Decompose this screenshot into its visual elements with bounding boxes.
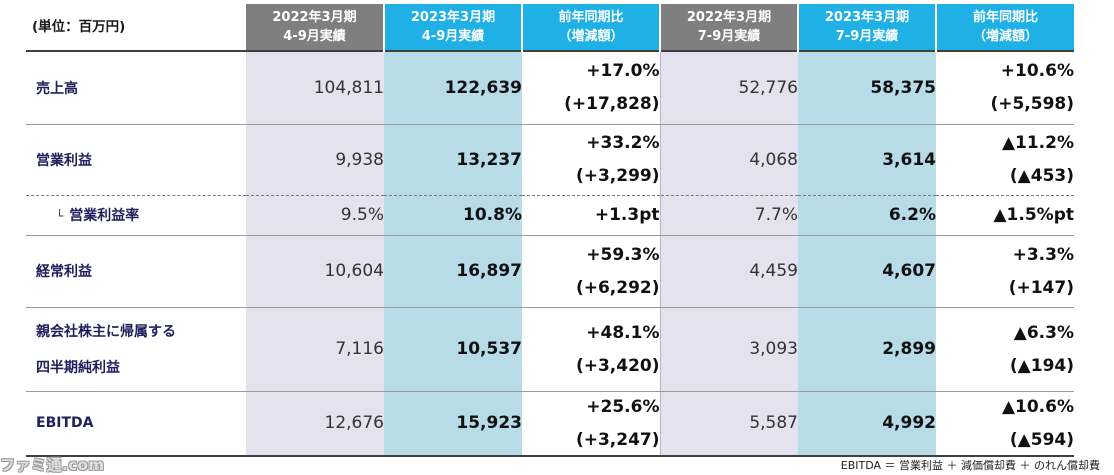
q-yoy-cell: +10.6% (+5,598)	[936, 50, 1074, 125]
h1-yoy-pct: +48.1%	[586, 322, 660, 343]
ebitda-footnote: EBITDA ＝ 営業利益 ＋ 減価償却費 ＋ のれん償却費	[840, 459, 1100, 472]
h1-yoy-pct: +1.3pt	[522, 195, 660, 236]
h1-yoy-cell: +25.6% (+3,247)	[522, 391, 660, 457]
h1-yoy-diff: (+3,247)	[575, 429, 660, 450]
h1-yoy-cell: +59.3% (+6,292)	[522, 235, 660, 308]
column-header-h1-prev: 2022年3月期 4-9月実績	[246, 4, 384, 51]
q-yoy-diff: (+147)	[1008, 277, 1074, 298]
q-prev-value: 52,776	[659, 50, 798, 125]
q-curr-value: 3,614	[798, 124, 936, 196]
q-yoy-cell: +3.3% (+147)	[936, 235, 1074, 308]
row-label-line2: 四半期純利益	[36, 360, 120, 376]
q-yoy-pct: ▲1.5%pt	[936, 195, 1074, 236]
row-label: EBITDA	[26, 391, 246, 457]
q-yoy-pct: ▲11.2%	[1001, 133, 1074, 153]
column-header-q-curr: 2023年3月期 7-9月実績	[797, 4, 936, 51]
column-header-h1-curr: 2023年3月期 4-9月実績	[383, 4, 522, 51]
h1-yoy-diff: (+3,299)	[575, 166, 660, 186]
h1-prev-value: 7,116	[246, 307, 384, 392]
h1-curr-value: 10,537	[384, 307, 522, 392]
q-curr-value: 4,607	[798, 235, 936, 308]
row-label: 売上高	[26, 50, 246, 125]
h1-yoy-pct: +59.3%	[586, 244, 660, 265]
h1-curr-value: 10.8%	[384, 195, 522, 236]
h1-yoy-pct: +17.0%	[586, 61, 660, 82]
h1-yoy-cell: +17.0% (+17,828)	[522, 50, 660, 125]
q-yoy-pct: ▲6.3%	[1013, 322, 1074, 343]
h1-prev-value: 10,604	[246, 235, 384, 308]
table-row-ebitda: EBITDA 12,676 15,923 +25.6% (+3,247) 5,58…	[26, 391, 1074, 457]
q-prev-value: 3,093	[659, 307, 798, 392]
h1-prev-value: 9.5%	[246, 195, 384, 236]
financial-results-table: (単位：百万円) 2022年3月期 4-9月実績 2023年3月期 4-9月実績 前…	[26, 4, 1074, 457]
q-curr-value: 6.2%	[798, 195, 936, 236]
h1-curr-value: 122,639	[384, 50, 522, 125]
h1-yoy-diff: (+3,420)	[575, 355, 660, 376]
table-row-net-sales: 売上高 104,811 122,639 +17.0% (+17,828) 52,7…	[26, 50, 1074, 125]
q-yoy-diff: (▲594)	[1009, 429, 1074, 450]
row-label: 経常利益	[26, 235, 246, 308]
h1-yoy-diff: (+17,828)	[564, 94, 660, 115]
q-yoy-diff: (▲453)	[1009, 166, 1074, 186]
watermark-logo: ファミ通.com	[0, 456, 105, 474]
h1-curr-value: 15,923	[384, 391, 522, 457]
row-label: 営業利益率	[69, 208, 140, 224]
q-yoy-cell: ▲10.6% (▲594)	[936, 391, 1074, 457]
h1-yoy-cell: +48.1% (+3,420)	[522, 307, 660, 392]
table-row-operating-margin: └ 営業利益率 9.5% 10.8% +1.3pt 7.7% 6.2% ▲1.5%…	[26, 195, 1074, 236]
h1-yoy-pct: +25.6%	[586, 396, 660, 417]
column-header-q-prev: 2022年3月期 7-9月実績	[659, 4, 798, 51]
h1-prev-value: 104,811	[246, 50, 384, 125]
q-curr-value: 4,992	[798, 391, 936, 457]
unit-label: (単位：百万円)	[26, 4, 246, 51]
h1-prev-value: 12,676	[246, 391, 384, 457]
h1-yoy-cell: +33.2% (+3,299)	[522, 124, 660, 196]
row-label-cell: 親会社株主に帰属する 四半期純利益	[26, 307, 246, 392]
table-row-operating-income: 営業利益 9,938 13,237 +33.2% (+3,299) 4,068 3…	[26, 124, 1074, 196]
table-row-ordinary-income: 経常利益 10,604 16,897 +59.3% (+6,292) 4,459 …	[26, 235, 1074, 308]
table-row-net-income: 親会社株主に帰属する 四半期純利益 7,116 10,537 +48.1% (+3,…	[26, 307, 1074, 392]
q-yoy-pct: +10.6%	[1000, 61, 1074, 82]
q-prev-value: 7.7%	[659, 195, 798, 236]
sub-item-mark: └	[56, 209, 64, 223]
q-yoy-pct: +3.3%	[1012, 244, 1074, 265]
h1-yoy-pct: +33.2%	[586, 133, 660, 153]
row-label-cell: └ 営業利益率	[26, 195, 246, 236]
q-yoy-diff: (+5,598)	[990, 94, 1074, 115]
h1-yoy-diff: (+6,292)	[575, 277, 660, 298]
q-yoy-cell: ▲11.2% (▲453)	[936, 124, 1074, 196]
h1-prev-value: 9,938	[246, 124, 384, 196]
q-yoy-cell: ▲6.3% (▲194)	[936, 307, 1074, 392]
q-yoy-pct: ▲10.6%	[1001, 396, 1074, 417]
row-label: 親会社株主に帰属する	[36, 324, 176, 340]
q-yoy-diff: (▲194)	[1009, 355, 1074, 376]
row-label: 営業利益	[26, 124, 246, 196]
column-header-h1-yoy: 前年同期比 （増減額）	[521, 4, 660, 51]
q-curr-value: 2,899	[798, 307, 936, 392]
h1-curr-value: 16,897	[384, 235, 522, 308]
q-prev-value: 4,068	[659, 124, 798, 196]
q-curr-value: 58,375	[798, 50, 936, 125]
q-prev-value: 4,459	[659, 235, 798, 308]
table-header-row: (単位：百万円) 2022年3月期 4-9月実績 2023年3月期 4-9月実績 前…	[26, 4, 1074, 51]
q-prev-value: 5,587	[659, 391, 798, 457]
h1-curr-value: 13,237	[384, 124, 522, 196]
column-header-q-yoy: 前年同期比 （増減額）	[935, 4, 1074, 51]
